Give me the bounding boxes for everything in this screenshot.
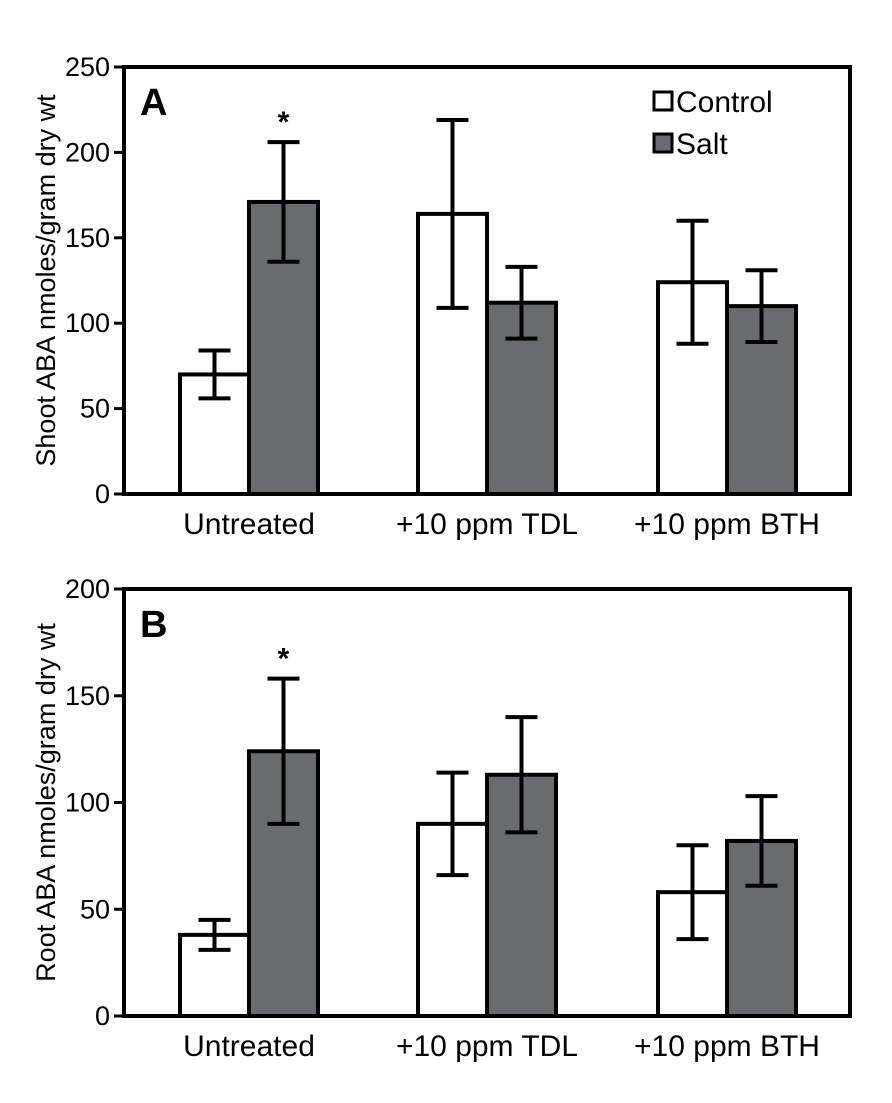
y-tick-label: 250 <box>65 52 110 82</box>
category-label: Untreated <box>183 508 315 541</box>
category-label: +10 ppm BTH <box>634 1030 820 1063</box>
category-label: Untreated <box>183 1030 315 1063</box>
y-tick-label: 100 <box>65 308 110 338</box>
significance-asterisk: * <box>278 106 290 139</box>
y-tick-label: 0 <box>95 1001 110 1031</box>
panel-label: B <box>140 604 167 646</box>
category-label: +10 ppm BTH <box>634 508 820 541</box>
y-tick-label: 100 <box>65 788 110 818</box>
y-tick-label: 50 <box>80 894 110 924</box>
y-tick-label: 0 <box>95 479 110 509</box>
category-label: +10 ppm TDL <box>396 1030 578 1063</box>
y-tick-label: 150 <box>65 681 110 711</box>
y-tick-label: 50 <box>80 394 110 424</box>
y-tick-label: 150 <box>65 223 110 253</box>
legend-label-control: Control <box>676 86 773 119</box>
y-tick-label: 200 <box>65 574 110 604</box>
y-axis-label: Shoot ABA nmoles/gram dry wt <box>31 94 61 467</box>
legend-label-salt: Salt <box>676 128 728 161</box>
y-tick-label: 200 <box>65 137 110 167</box>
panel-label: A <box>140 82 167 124</box>
y-axis-label: Root ABA nmoles/gram dry wt <box>31 623 61 982</box>
legend-swatch-control <box>652 90 674 112</box>
significance-asterisk: * <box>278 643 290 676</box>
category-label: +10 ppm TDL <box>396 508 578 541</box>
legend-swatch-salt <box>652 132 674 154</box>
